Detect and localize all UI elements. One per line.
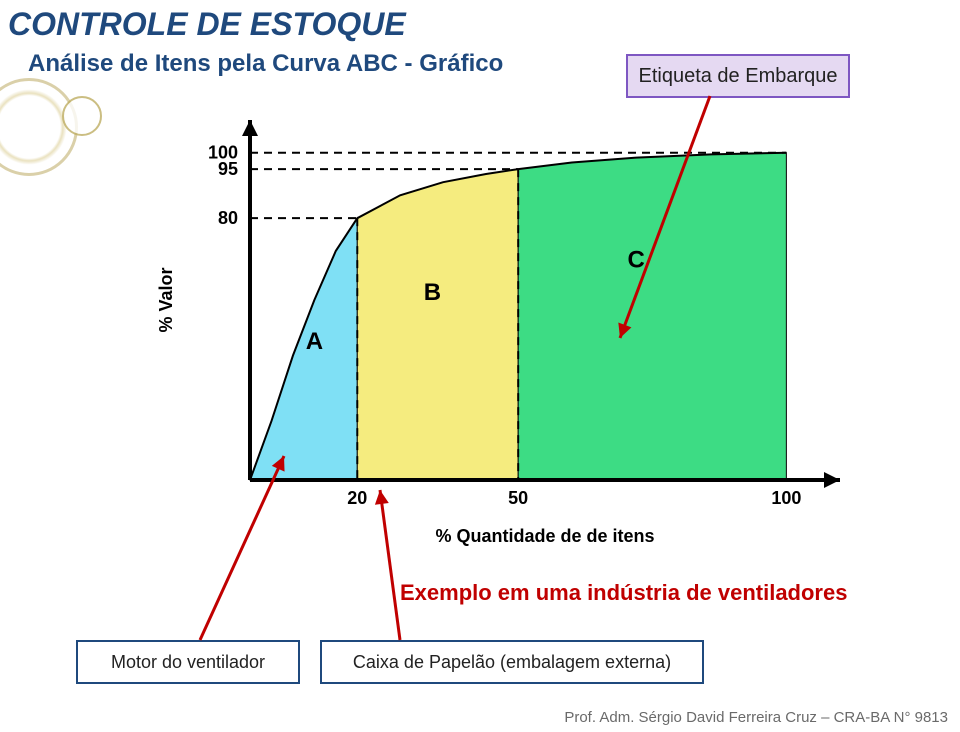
example-caption: Exemplo em uma indústria de ventiladores (400, 580, 847, 606)
etiqueta-box: Etiqueta de Embarque (626, 54, 850, 98)
svg-text:100: 100 (771, 488, 801, 508)
motor-box: Motor do ventilador (76, 640, 300, 684)
caixa-label: Caixa de Papelão (embalagem externa) (353, 652, 671, 673)
caixa-box: Caixa de Papelão (embalagem externa) (320, 640, 704, 684)
page-title: CONTROLE DE ESTOQUE (8, 6, 406, 43)
svg-text:100: 100 (208, 143, 238, 163)
svg-text:A: A (306, 328, 323, 355)
footer-credit: Prof. Adm. Sérgio David Ferreira Cruz – … (564, 709, 948, 726)
motor-label: Motor do ventilador (111, 652, 265, 673)
svg-text:B: B (424, 279, 441, 306)
svg-text:50: 50 (508, 488, 528, 508)
svg-text:20: 20 (347, 488, 367, 508)
svg-text:% Valor: % Valor (156, 267, 176, 332)
svg-text:80: 80 (218, 208, 238, 228)
svg-text:% Quantidade de de itens: % Quantidade de de itens (435, 526, 654, 546)
decor-ring-small (62, 96, 102, 136)
svg-text:C: C (628, 246, 645, 273)
abc-chart: 80951002050100ABC% Valor% Quantidade de … (140, 100, 880, 560)
abc-chart-svg: 80951002050100ABC% Valor% Quantidade de … (140, 100, 880, 560)
page-subtitle: Análise de Itens pela Curva ABC - Gráfic… (28, 50, 503, 78)
etiqueta-label: Etiqueta de Embarque (638, 65, 837, 88)
